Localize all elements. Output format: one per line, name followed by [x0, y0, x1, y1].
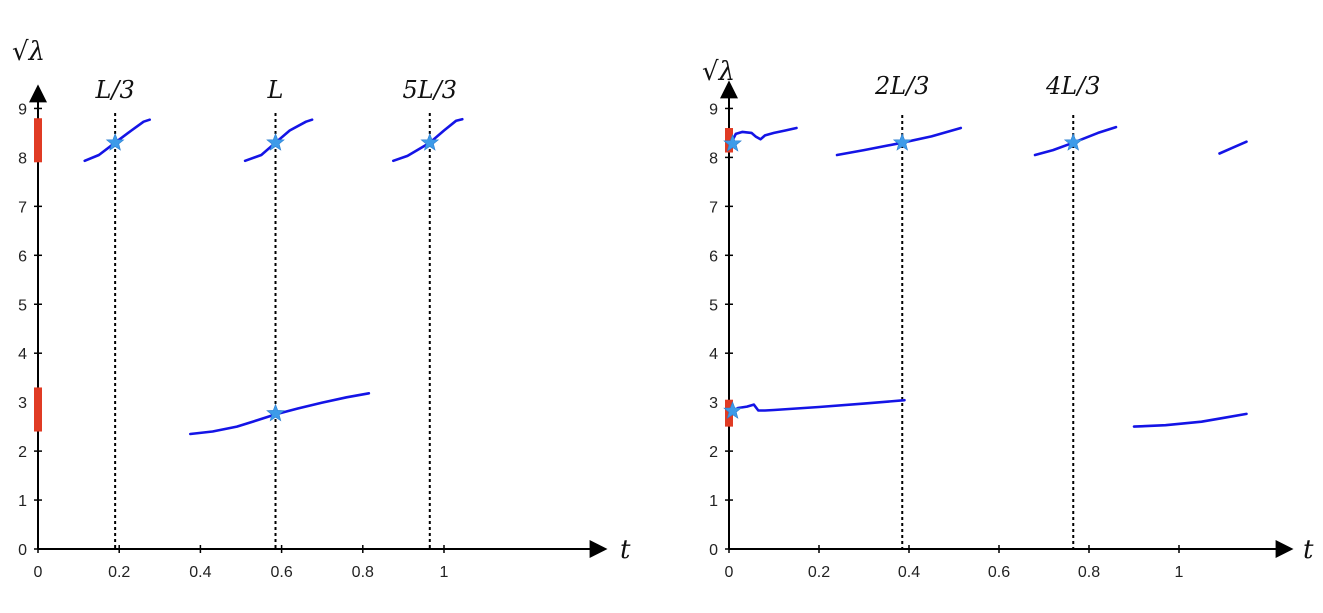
- y-tick-label: 0: [709, 542, 718, 559]
- red-interval-bar: [725, 128, 733, 153]
- star-marker: [266, 403, 285, 422]
- y-tick-label: 4: [709, 346, 718, 363]
- reference-line-label: 2L/3: [874, 72, 930, 100]
- y-axis-label: √λ: [12, 37, 45, 67]
- y-tick-label: 1: [18, 493, 27, 510]
- x-tick-label: 0.2: [808, 564, 830, 581]
- x-axis-label: t: [620, 535, 631, 565]
- right-chart-panel: 2L/3 4L/3 0 1 2 3 4 5 6 7 8 9 0 0.2 0.4 0.6 0.8 1 √λ t: [702, 57, 1314, 581]
- red-interval-bar: [34, 387, 42, 432]
- y-axis-label: √λ: [702, 57, 735, 87]
- y-tick-label: 4: [18, 346, 27, 363]
- x-tick-label: 0.8: [352, 564, 374, 581]
- y-tick-label: 9: [709, 101, 718, 118]
- reference-line-label: 5L/3: [403, 76, 458, 104]
- y-tick-label: 6: [18, 248, 27, 265]
- x-tick-label: 0.4: [189, 564, 211, 581]
- series-line: [243, 118, 314, 163]
- series-line: [83, 118, 151, 163]
- y-tick-label: 8: [18, 150, 27, 167]
- y-tick-label: 1: [709, 493, 718, 510]
- star-marker: [723, 133, 742, 152]
- star-marker: [105, 132, 125, 151]
- y-tick-label: 6: [709, 248, 718, 265]
- x-tick-label: 0.8: [1078, 564, 1100, 581]
- red-interval-bar: [34, 118, 42, 163]
- x-tick-label: 0: [34, 564, 43, 581]
- x-tick-label: 0.2: [108, 564, 130, 581]
- y-tick-label: 7: [18, 199, 27, 216]
- star-marker: [420, 132, 440, 151]
- series-line: [1218, 140, 1248, 155]
- y-tick-label: 5: [18, 297, 27, 314]
- series-line: [730, 398, 906, 414]
- x-tick-label: 0: [725, 564, 734, 581]
- y-tick-label: 5: [709, 297, 718, 314]
- star-marker: [892, 132, 912, 151]
- x-tick-label: 0.6: [270, 564, 292, 581]
- series-line: [392, 117, 464, 163]
- left-chart-panel: L/3 L 5L/3 0 1 2 3 4 5 6 7 8 9 0 0.2 0.4 0.6 0.8 1 √λ t: [12, 37, 631, 581]
- star-marker: [266, 132, 285, 151]
- y-tick-label: 9: [18, 101, 27, 118]
- y-tick-label: 2: [709, 444, 718, 461]
- x-tick-label: 1: [440, 564, 449, 581]
- y-tick-label: 8: [709, 150, 718, 167]
- series-line: [1132, 412, 1248, 428]
- x-tick-label: 1: [1175, 564, 1184, 581]
- star-marker: [1063, 132, 1083, 151]
- y-tick-label: 3: [18, 395, 27, 412]
- series-line: [730, 126, 798, 144]
- y-tick-label: 2: [18, 444, 27, 461]
- x-tick-label: 0.4: [898, 564, 920, 581]
- y-tick-label: 0: [18, 542, 27, 559]
- x-axis-label: t: [1303, 535, 1314, 565]
- y-tick-label: 3: [709, 395, 718, 412]
- reference-line-label: 4L/3: [1045, 72, 1101, 100]
- y-tick-label: 7: [709, 199, 718, 216]
- x-tick-label: 0.6: [988, 564, 1010, 581]
- reference-line-label: L: [267, 76, 284, 104]
- star-marker: [723, 401, 742, 419]
- reference-line-label: L/3: [94, 76, 134, 104]
